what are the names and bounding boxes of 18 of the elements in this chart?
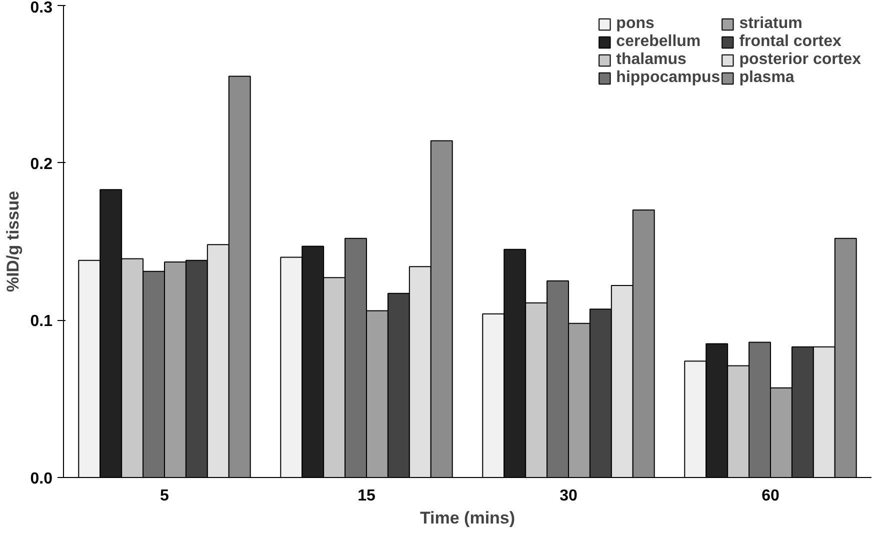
legend-label: striatum — [739, 15, 802, 33]
legend-label: pons — [616, 15, 654, 33]
y-tick-label: 0.2 — [30, 156, 53, 173]
x-tick-label: 30 — [560, 488, 578, 504]
legend-label: posterior cortex — [739, 51, 861, 69]
legend-label: hippocampus — [616, 69, 720, 87]
legend-label: cerebellum — [616, 33, 701, 51]
y-tick-label: 0.0 — [30, 470, 53, 488]
legend-label: thalamus — [616, 51, 686, 69]
y-tick-label: 0.1 — [30, 313, 53, 330]
x-tick-label: 5 — [160, 488, 170, 504]
x-axis-title: Time (mins) — [420, 508, 516, 528]
y-axis-title: %ID/g tissue — [3, 190, 22, 292]
legend-label: plasma — [739, 69, 794, 87]
x-tick-label: 15 — [358, 488, 376, 504]
x-tick-label: 60 — [762, 488, 780, 504]
y-tick-label: 0.3 — [30, 0, 53, 16]
legend-label: frontal cortex — [739, 33, 842, 51]
